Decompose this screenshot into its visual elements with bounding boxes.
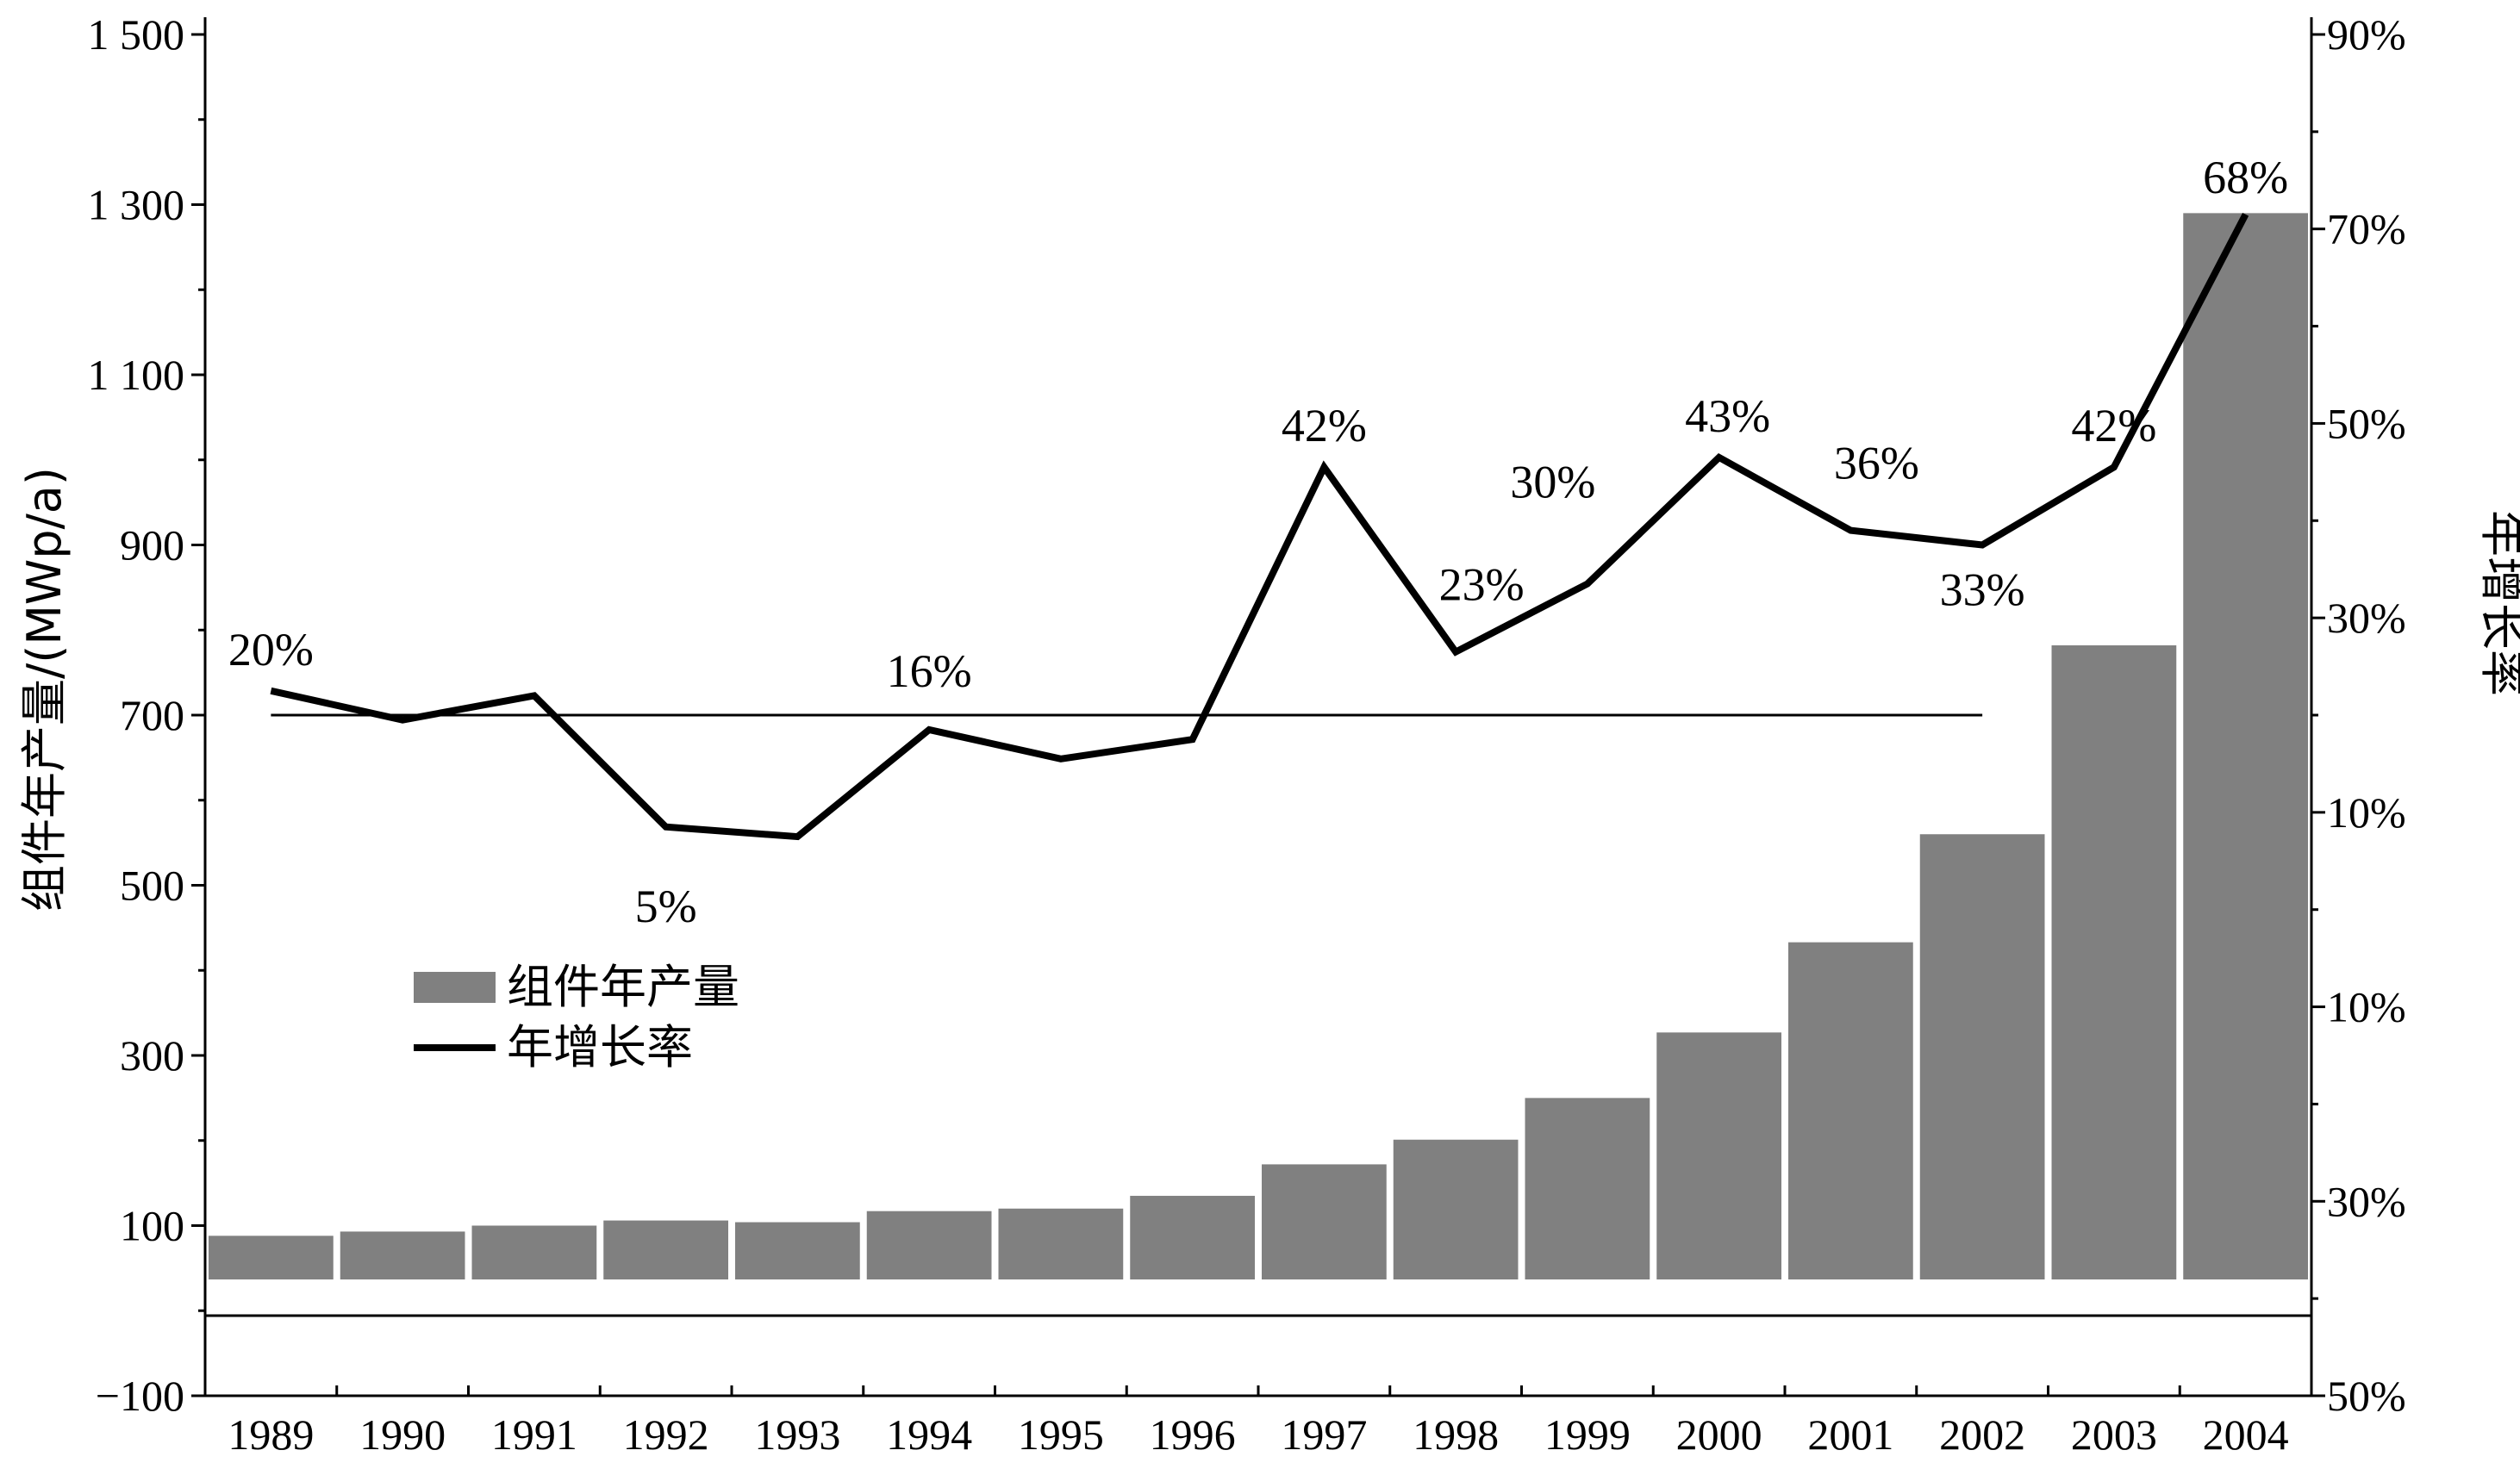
x-tick-label: 2002 (1939, 1410, 2025, 1459)
x-tick-label: 1998 (1413, 1410, 1499, 1459)
bar-1996 (1130, 1195, 1255, 1279)
bar-1989 (209, 1236, 334, 1279)
legend-line-label: 年增长率 (507, 1020, 693, 1074)
growth-data-label: 20% (228, 624, 314, 675)
growth-data-label: 33% (1940, 564, 2025, 616)
bar-1999 (1525, 1098, 1650, 1279)
x-tick-label: 2003 (2071, 1410, 2157, 1459)
bar-2003 (2051, 645, 2177, 1279)
bar-2000 (1656, 1032, 1781, 1279)
growth-data-label: 30% (1510, 457, 1595, 508)
bar-1993 (735, 1222, 860, 1279)
x-tick-label: 1997 (1281, 1410, 1367, 1459)
lines-layer (205, 212, 2311, 1317)
left-tick-label: 900 (120, 521, 184, 570)
axes-layer: −100 100 300 500 700 900 1 100 1 300 1 500 50% 30%… (17, 10, 2520, 1459)
labels-layer: 20% 5% 16% 42% 23% 30% 43% 36% 33% 42% 68% (228, 152, 2288, 932)
bar-2004 (2183, 213, 2308, 1279)
left-tick-label: 1 100 (88, 351, 185, 399)
growth-data-label: 23% (1439, 559, 1525, 611)
legend-bar-swatch (414, 972, 496, 1003)
bar-2002 (1919, 834, 2045, 1279)
bar-2001 (1788, 942, 1913, 1279)
right-tick-label: 10% (2327, 788, 2406, 837)
x-tick-label: 1996 (1150, 1410, 1236, 1459)
x-tick-label: 1990 (359, 1410, 446, 1459)
x-tick-label: 1999 (1544, 1410, 1631, 1459)
x-tick-label: 1991 (491, 1410, 577, 1459)
left-tick-label: 100 (120, 1202, 184, 1250)
right-tick-label: 10% (2327, 983, 2406, 1031)
left-tick-label: 1 300 (88, 181, 185, 229)
left-axis-title: 组件年产量/(MWp/a) (17, 467, 72, 912)
left-tick-label: 300 (120, 1031, 184, 1080)
right-tick-label: 50% (2327, 399, 2406, 447)
bar-1995 (998, 1208, 1124, 1279)
bar-1997 (1262, 1164, 1387, 1279)
right-tick-label: 70% (2327, 205, 2406, 253)
x-tick-label: 1993 (754, 1410, 840, 1459)
bar-1991 (471, 1225, 597, 1279)
x-tick-label: 1989 (228, 1410, 314, 1459)
bars-layer (209, 213, 2308, 1279)
left-tick-label: 700 (120, 691, 184, 739)
bar-1998 (1393, 1139, 1519, 1279)
right-axis-title: 年增长率 (2475, 510, 2520, 696)
left-tick-label: 1 500 (88, 10, 185, 59)
growth-data-label: 36% (1834, 438, 1919, 489)
growth-data-label: 16% (887, 645, 972, 697)
bar-1994 (866, 1211, 992, 1279)
x-tick-label: 1995 (1018, 1410, 1104, 1459)
x-tick-label: 2001 (1807, 1410, 1893, 1459)
growth-data-label: 68% (2203, 152, 2288, 203)
x-tick-label: 1994 (886, 1410, 972, 1459)
x-tick-label: 1992 (623, 1410, 709, 1459)
bar-1990 (340, 1231, 465, 1279)
growth-data-label: 42% (1282, 400, 1367, 451)
growth-data-label: 42% (2071, 400, 2156, 451)
left-tick-label: −100 (96, 1372, 184, 1420)
growth-rate-line (270, 212, 2249, 841)
x-tick-label: 2004 (2203, 1410, 2289, 1459)
right-tick-label: 50% (2327, 1372, 2406, 1420)
right-tick-label: 30% (2327, 1177, 2406, 1225)
right-tick-label: 30% (2327, 594, 2406, 642)
left-tick-label: 500 (120, 862, 184, 910)
right-tick-label: 90% (2327, 10, 2406, 59)
legend-bar-label: 组件年产量 (507, 960, 739, 1014)
x-tick-label: 2000 (1676, 1410, 1762, 1459)
bar-1992 (603, 1220, 728, 1279)
growth-data-label: 5% (635, 881, 697, 932)
growth-data-label: 43% (1685, 390, 1770, 442)
